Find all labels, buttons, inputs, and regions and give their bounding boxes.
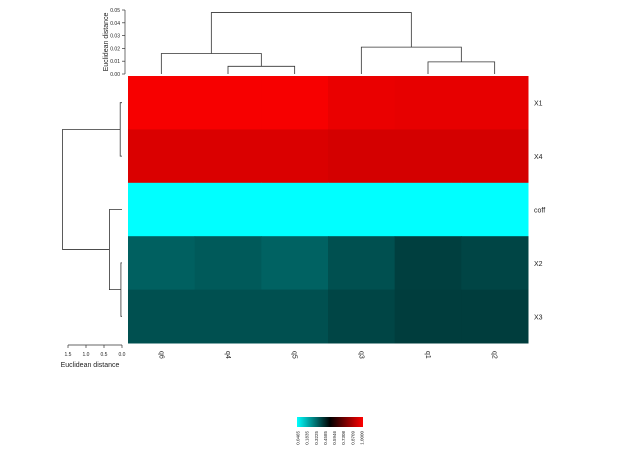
axis-tick-label: 1.5 [65,352,72,358]
axis-tick-label: 0.5 [101,352,108,358]
axis-tick-label: 0.0 [119,352,126,358]
dendrogram-branch [427,61,496,74]
row-label: X1 [534,101,543,108]
row-axis-label: Euclidean distance [61,362,120,369]
heatmap-cell [261,76,329,130]
dendrogram-branch [62,129,121,250]
color-key-label: 0.4585 [323,431,328,445]
heatmap-cell [194,129,262,184]
row-labels: X1 X4 coff X2 X3 [534,101,545,322]
axis-tick-label: 0.02 [110,46,120,52]
axis-tick-label: 0.01 [110,59,120,65]
heatmap-cell [261,289,329,344]
row-dendrogram [62,102,122,317]
dendrogram-branch [160,53,262,74]
heatmap-cell [394,76,462,130]
heatmap-cell [328,76,396,130]
color-key-label: 0.1835 [305,431,310,445]
axis-tick-label: 0.00 [110,72,120,78]
heatmap-cell [261,236,329,291]
row-dendrogram-axis: 1.5 1.0 0.5 0.0 Euclidean distance [61,344,126,369]
heatmap-cell [328,289,396,344]
heatmap-cell [261,129,329,184]
column-label: q2 [491,351,498,359]
column-label: q3 [357,351,364,359]
row-label: X2 [534,261,543,268]
color-key-label: 0.0465 [296,431,301,445]
heatmap-cell [461,76,529,130]
column-label: q5 [291,351,298,359]
dendrogram-branch [120,262,122,317]
heatmap-cell [461,289,529,344]
color-key-label: 0.8709 [350,431,355,445]
column-label: q6 [157,351,164,359]
heatmap-cell [394,236,462,291]
heatmap-cell [194,182,262,237]
heatmap-cell [128,236,196,291]
color-key-label: 0.3225 [314,431,319,445]
heatmap-cell [128,182,196,237]
color-key-bar [297,417,363,427]
dendrogram-branch [227,65,296,74]
column-labels: q6 q4 q5 q3 q1 q2 [157,351,497,359]
column-axis-label: Euclidean distance [103,13,110,72]
dendrogram-branch [360,46,462,74]
heatmap-cells [128,76,529,344]
dendrogram-branch [119,102,122,157]
color-key-label: 0.7308 [341,431,346,445]
row-label: X4 [534,154,543,161]
color-key-label: 1.0000 [360,431,365,445]
heatmap-cell [328,129,396,184]
column-label: q1 [424,351,431,359]
heatmap-cell [194,76,262,130]
heatmap-cell [128,289,196,344]
color-key: 0.0465 0.1835 0.3225 0.4585 0.5946 0.7308 0.87… [296,417,365,445]
heatmap-cell [394,289,462,344]
heatmap-cell [328,236,396,291]
axis-tick-label: 0.03 [110,34,120,40]
heatmap-cell [394,182,462,237]
axis-tick-label: 0.05 [110,8,120,14]
heatmap-cell [128,76,196,130]
row-label: X3 [534,314,543,321]
color-key-label: 0.5946 [332,431,337,445]
heatmap-cell [128,129,196,184]
row-label: coff [534,208,545,215]
axis-tick-label: 1.0 [83,352,90,358]
column-dendrogram-axis: 0.00 0.01 0.02 0.03 0.04 0.05 Euclidean dista… [103,8,126,78]
axis-tick-label: 0.04 [110,21,120,27]
column-label: q4 [224,351,231,359]
heatmap-cell [261,182,329,237]
heatmap-cell [461,236,529,291]
heatmap-cell [461,182,529,237]
column-dendrogram [160,12,496,74]
heatmap-cell [194,236,262,291]
heatmap-cell [328,182,396,237]
dendrogram-branch [109,209,122,290]
dendrogram-branch [210,12,412,54]
heatmap-cell [394,129,462,184]
heatmap-cell [461,129,529,184]
heatmap-cell [194,289,262,344]
